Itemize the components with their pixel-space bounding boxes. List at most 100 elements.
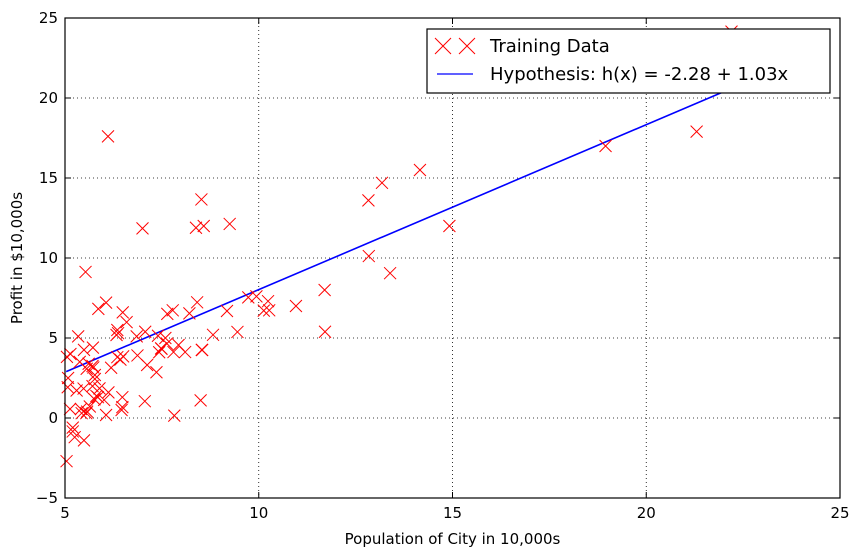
- data-point: [152, 345, 166, 359]
- data-point: [75, 406, 89, 420]
- data-point: [99, 296, 113, 309]
- data-point: [138, 325, 152, 339]
- data-point: [66, 421, 80, 434]
- data-point: [80, 405, 94, 418]
- data-point: [195, 343, 209, 357]
- data-point: [443, 219, 456, 233]
- data-point: [160, 307, 174, 321]
- data-point: [79, 406, 93, 420]
- x-tick-label: 15: [443, 504, 462, 522]
- data-point: [74, 402, 88, 416]
- data-point: [79, 265, 92, 279]
- data-point: [194, 394, 207, 407]
- data-point: [116, 306, 130, 319]
- data-point: [99, 408, 113, 422]
- data-point: [318, 325, 332, 339]
- data-point: [151, 329, 165, 343]
- data-point: [167, 409, 181, 422]
- data-point: [231, 325, 244, 339]
- x-tick-label: 25: [830, 504, 849, 522]
- data-point: [82, 357, 95, 371]
- data-point: [61, 380, 75, 394]
- data-point: [250, 290, 263, 303]
- data-point: [66, 425, 80, 438]
- data-point: [257, 304, 271, 317]
- data-point: [71, 330, 85, 343]
- data-point: [91, 302, 105, 316]
- data-point: [86, 341, 100, 354]
- legend-x-marker: [458, 37, 476, 55]
- data-point: [150, 365, 163, 379]
- data-point: [599, 139, 612, 153]
- data-point: [167, 345, 180, 359]
- x-tick-label: 10: [249, 504, 268, 522]
- data-point: [318, 283, 331, 297]
- data-point: [80, 362, 94, 376]
- data-point: [115, 403, 128, 417]
- data-point: [178, 345, 192, 359]
- data-point: [61, 371, 75, 385]
- data-point: [690, 125, 703, 138]
- hypothesis-line: [65, 87, 732, 373]
- data-point: [362, 194, 375, 207]
- data-point: [190, 295, 204, 309]
- data-point: [110, 328, 123, 342]
- x-tick-label: 5: [60, 504, 70, 522]
- data-point: [206, 328, 220, 342]
- y-tick-label: −5: [36, 489, 58, 507]
- y-tick-label: 15: [39, 169, 58, 187]
- data-point: [86, 379, 99, 393]
- data-point: [63, 402, 77, 416]
- data-point: [166, 303, 180, 317]
- data-point: [362, 249, 376, 263]
- data-point: [138, 394, 152, 408]
- data-point: [110, 350, 124, 364]
- data-point: [289, 299, 303, 313]
- data-point: [383, 266, 397, 280]
- legend-x-marker: [434, 37, 452, 55]
- data-point: [136, 222, 149, 235]
- data-point: [60, 454, 73, 468]
- data-point: [223, 217, 237, 231]
- data-point: [120, 315, 133, 329]
- data-point: [88, 368, 102, 382]
- data-point: [189, 221, 203, 235]
- data-point: [77, 434, 91, 447]
- x-axis-label: Population of City in 10,000s: [345, 530, 561, 548]
- data-point: [70, 384, 83, 397]
- legend-box: [426, 28, 831, 94]
- data-point: [140, 358, 154, 372]
- data-point: [116, 350, 130, 363]
- y-tick-label: 25: [39, 9, 58, 27]
- legend: Training Data Hypothesis: h(x) = -2.28 +…: [426, 28, 831, 94]
- data-point: [91, 390, 105, 404]
- data-point: [77, 382, 90, 395]
- data-point: [130, 330, 144, 343]
- y-tick-label: 20: [39, 89, 58, 107]
- legend-label-training-data: Training Data: [489, 36, 610, 57]
- data-point: [195, 193, 208, 206]
- training-data-series: [60, 25, 738, 468]
- data-point: [110, 323, 124, 337]
- data-point: [88, 372, 102, 386]
- grid: [65, 18, 840, 498]
- data-point: [77, 343, 91, 357]
- data-point: [197, 219, 211, 233]
- data-point: [88, 392, 101, 406]
- x-tick-label: 20: [637, 504, 656, 522]
- data-point: [261, 294, 275, 308]
- y-tick-label: 5: [48, 329, 58, 347]
- data-point: [183, 307, 196, 320]
- data-point: [115, 400, 129, 414]
- data-point: [101, 130, 115, 143]
- data-point: [115, 390, 129, 404]
- legend-marker-training-data: [434, 37, 476, 55]
- data-point: [220, 304, 234, 318]
- data-point: [375, 176, 389, 190]
- data-point: [104, 361, 118, 375]
- data-point: [241, 291, 255, 304]
- legend-label-hypothesis: Hypothesis: h(x) = -2.28 + 1.03x: [490, 64, 789, 85]
- hypothesis-series: [65, 87, 732, 373]
- y-axis-label: Profit in $10,000s: [8, 192, 26, 324]
- y-tick-label: 0: [48, 409, 58, 427]
